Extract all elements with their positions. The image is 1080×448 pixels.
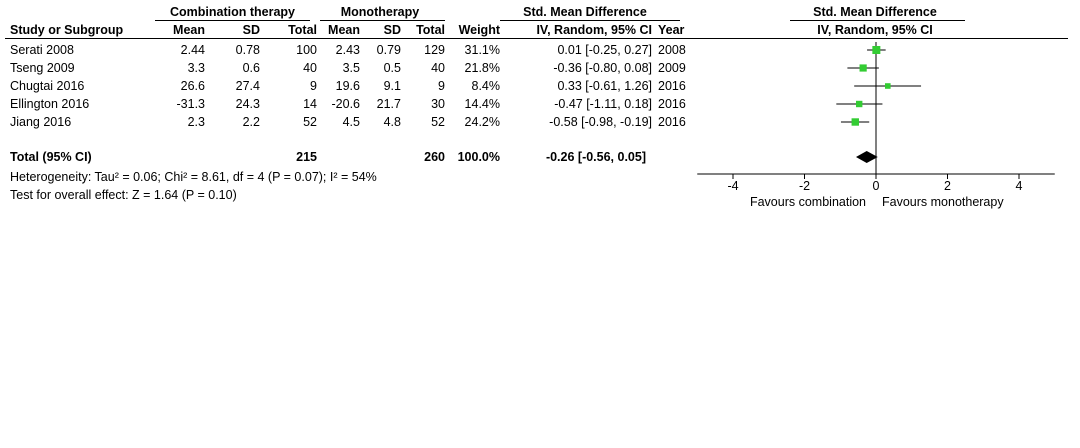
study-name: Serati 2008: [10, 43, 74, 57]
sd2-value: 0.79: [376, 43, 401, 57]
sd1-value: 24.3: [235, 97, 260, 111]
mean2-value: 3.5: [342, 61, 360, 75]
plot-method-header: IV, Random, 95% CI: [817, 23, 933, 37]
mean1-value: -31.3: [176, 97, 206, 111]
total2-value: 129: [424, 43, 445, 57]
mean2-value: 4.5: [342, 115, 360, 129]
point-estimate-marker: [851, 118, 859, 126]
x-tick-label: 0: [873, 179, 880, 193]
year-value: 2009: [658, 61, 686, 75]
total1-header: Total: [288, 23, 317, 37]
mean1-value: 26.6: [180, 79, 205, 93]
total-weight: 100.0%: [457, 150, 500, 164]
plot-header: Std. Mean Difference: [813, 5, 937, 19]
total2-value: 30: [431, 97, 445, 111]
weight-value: 8.4%: [471, 79, 501, 93]
mean2-value: 2.43: [335, 43, 360, 57]
mean1-header: Mean: [173, 23, 205, 37]
point-estimate-marker: [859, 64, 867, 72]
ci-value: 0.33 [-0.61, 1.26]: [557, 79, 652, 93]
year-value: 2016: [658, 79, 686, 93]
total2-value: 40: [431, 61, 445, 75]
total2-header: Total: [416, 23, 445, 37]
weight-header: Weight: [458, 23, 500, 37]
x-tick-label: -4: [727, 179, 738, 193]
total2-value: 260: [424, 150, 445, 164]
favours-left-label: Favours combination: [749, 195, 866, 209]
total2-value: 52: [431, 115, 445, 129]
group2-header: Monotherapy: [340, 5, 420, 19]
ci-value: -0.58 [-0.98, -0.19]: [549, 115, 652, 129]
study-name: Jiang 2016: [10, 115, 72, 129]
year-value: 2008: [658, 43, 686, 57]
header-rule: [5, 38, 1068, 39]
study-name: Chugtai 2016: [10, 79, 85, 93]
ci-value: -0.47 [-1.11, 0.18]: [554, 97, 652, 111]
total2-value: 9: [438, 79, 445, 93]
sd2-value: 0.5: [383, 61, 401, 75]
ci-value: 0.01 [-0.25, 0.27]: [557, 43, 652, 57]
sd1-value: 0.6: [242, 61, 260, 75]
point-estimate-marker: [855, 100, 863, 108]
mean1-value: 2.3: [187, 115, 205, 129]
total1-value: 52: [303, 115, 317, 129]
ci-value: -0.36 [-0.80, 0.08]: [553, 61, 652, 75]
favours-right-label: Favours monotherapy: [882, 195, 1004, 209]
study-name: Tseng 2009: [10, 61, 75, 75]
total-ci: -0.26 [-0.56, 0.05]: [545, 150, 646, 164]
mean2-value: -20.6: [331, 97, 361, 111]
plot-underline: [790, 20, 965, 21]
weight-value: 14.4%: [464, 97, 500, 111]
method-header: IV, Random, 95% CI: [536, 23, 652, 37]
group1-header: Combination therapy: [169, 5, 295, 19]
study-column-header: Study or Subgroup: [10, 23, 124, 37]
heterogeneity-text: Heterogeneity: Tau² = 0.06; Chi² = 8.61,…: [10, 170, 377, 184]
x-tick-label: -2: [799, 179, 810, 193]
total1-value: 14: [303, 97, 317, 111]
smd-underline: [500, 20, 680, 21]
total-label: Total (95% CI): [10, 150, 92, 164]
smd-header: Std. Mean Difference: [523, 5, 647, 19]
x-tick-label: 4: [1016, 179, 1023, 193]
sd2-value: 4.8: [383, 115, 401, 129]
mean1-value: 3.3: [187, 61, 205, 75]
total1-value: 215: [296, 150, 317, 164]
overall-effect-text: Test for overall effect: Z = 1.64 (P = 0…: [10, 188, 237, 202]
group1-underline: [155, 20, 310, 21]
pooled-diamond: [855, 151, 878, 163]
sd2-value: 9.1: [383, 79, 401, 93]
point-estimate-marker: [884, 83, 891, 89]
sd1-value: 27.4: [235, 79, 260, 93]
sd2-header: SD: [383, 23, 401, 37]
group2-underline: [320, 20, 445, 21]
sd1-value: 0.78: [235, 43, 260, 57]
year-value: 2016: [658, 115, 686, 129]
study-name: Ellington 2016: [10, 97, 90, 111]
weight-value: 31.1%: [464, 43, 500, 57]
weight-value: 24.2%: [464, 115, 500, 129]
point-estimate-marker: [872, 46, 881, 54]
mean2-header: Mean: [328, 23, 360, 37]
sd1-value: 2.2: [242, 115, 260, 129]
year-value: 2016: [658, 97, 686, 111]
x-tick-label: 2: [944, 179, 951, 193]
mean2-value: 19.6: [335, 79, 360, 93]
total1-value: 40: [303, 61, 317, 75]
weight-value: 21.8%: [464, 61, 500, 75]
total1-value: 100: [296, 43, 317, 57]
mean1-value: 2.44: [180, 43, 205, 57]
sd2-value: 21.7: [376, 97, 401, 111]
total1-value: 9: [310, 79, 317, 93]
sd1-header: SD: [242, 23, 260, 37]
year-header: Year: [658, 23, 685, 37]
